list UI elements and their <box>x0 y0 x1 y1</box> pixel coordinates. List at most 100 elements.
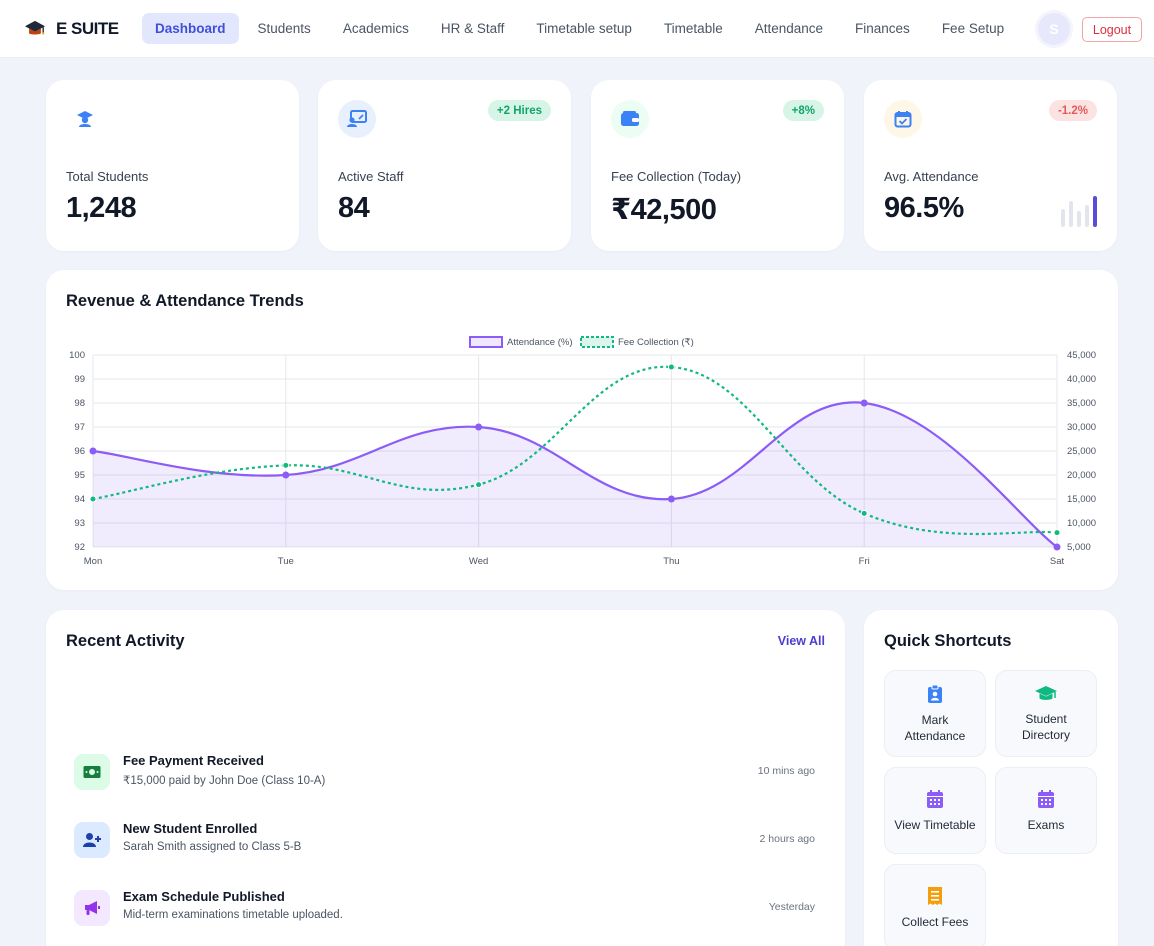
trends-chart: 92 5,000 93 10,000 94 15,000 95 20,000 96 25,000 9… <box>69 336 1096 567</box>
stat-value: 84 <box>338 192 370 224</box>
activity-title: Exam Schedule Published <box>123 889 285 904</box>
activity-title: New Student Enrolled <box>123 821 258 836</box>
y-left-tick-label: 96 <box>74 446 85 457</box>
data-point <box>1053 529 1061 537</box>
data-point <box>860 509 868 517</box>
calendar-icon <box>1038 789 1054 808</box>
top-navbar: E SUITE Dashboard Students Academics HR … <box>0 0 1154 58</box>
stat-label: Active Staff <box>338 169 404 184</box>
wallet-icon <box>611 100 649 138</box>
legend-label: Attendance (%) <box>507 337 572 348</box>
x-tick-label: Sat <box>1050 556 1065 567</box>
shortcut-student-directory[interactable]: Student Directory <box>995 670 1097 757</box>
data-point <box>475 423 483 431</box>
legend-swatch <box>580 336 614 348</box>
legend-label: Fee Collection (₹) <box>618 337 694 348</box>
activity-title: Fee Payment Received <box>123 753 264 768</box>
x-tick-label: Tue <box>278 556 294 567</box>
nav-item-hr-staff[interactable]: HR & Staff <box>440 21 505 36</box>
calendar-icon <box>927 789 943 808</box>
nav-item-academics[interactable]: Academics <box>342 21 409 36</box>
activity-item[interactable]: Exam Schedule Published Mid-term examina… <box>74 889 819 929</box>
data-point <box>860 399 868 407</box>
series-area <box>93 402 1057 547</box>
x-tick-label: Fri <box>859 556 870 567</box>
nav-item-timetable-setup[interactable]: Timetable setup <box>536 21 632 36</box>
stat-badge: -1.2% <box>1048 100 1097 121</box>
graduation-cap-icon <box>1035 685 1057 700</box>
y-right-tick-label: 10,000 <box>1067 518 1096 529</box>
shortcut-label: Student Directory <box>1021 711 1070 742</box>
graduation-cap-icon <box>25 20 45 35</box>
shortcut-label: Collect Fees <box>901 914 969 929</box>
logout-button[interactable]: Logout <box>1082 17 1142 42</box>
cash-icon <box>74 754 110 790</box>
y-right-tick-label: 25,000 <box>1067 446 1096 457</box>
x-tick-label: Mon <box>84 556 102 567</box>
presentation-icon <box>338 100 376 138</box>
data-point <box>282 461 290 469</box>
activity-item[interactable]: Fee Payment Received ₹15,000 paid by Joh… <box>74 753 819 793</box>
shortcut-label: Exams <box>1027 817 1065 832</box>
stat-value: 96.5% <box>884 192 964 224</box>
data-point <box>282 471 290 479</box>
activity-time: 2 hours ago <box>759 833 815 845</box>
megaphone-icon <box>74 890 110 926</box>
quick-shortcuts-card: Quick Shortcuts Mark Attendance Student … <box>864 610 1118 946</box>
view-all-link[interactable]: View All <box>777 634 825 648</box>
clipboard-user-icon <box>928 684 942 703</box>
nav-item-dashboard[interactable]: Dashboard <box>142 13 239 44</box>
y-right-tick-label: 5,000 <box>1067 542 1091 553</box>
stat-label: Total Students <box>66 169 149 184</box>
stat-card-total-students: Total Students 1,248 <box>46 80 299 251</box>
y-left-tick-label: 100 <box>69 350 85 361</box>
y-left-tick-label: 94 <box>74 494 85 505</box>
shortcut-mark-attendance[interactable]: Mark Attendance <box>884 670 986 757</box>
stat-badge: +2 Hires <box>487 100 551 121</box>
graduate-icon <box>66 100 104 138</box>
data-point <box>89 495 97 503</box>
stat-label: Fee Collection (Today) <box>611 169 742 184</box>
stat-card-fee-collection: +8% Fee Collection (Today) ₹42,500 <box>591 80 844 251</box>
y-left-tick-label: 99 <box>74 374 85 385</box>
activity-time: Yesterday <box>768 901 815 913</box>
calendar-check-icon <box>884 100 922 138</box>
receipt-icon <box>928 886 942 905</box>
y-right-tick-label: 15,000 <box>1067 494 1096 505</box>
y-right-tick-label: 30,000 <box>1067 422 1096 433</box>
recent-activity-card: Recent Activity View All Fee Payment Rec… <box>46 610 845 946</box>
y-left-tick-label: 93 <box>74 518 85 529</box>
attendance-mini-bars <box>1061 196 1097 227</box>
x-tick-label: Thu <box>663 556 679 567</box>
stat-card-active-staff: +2 Hires Active Staff 84 <box>318 80 571 251</box>
data-point <box>475 481 483 489</box>
stat-value: ₹42,500 <box>611 194 717 226</box>
shortcut-collect-fees[interactable]: Collect Fees <box>884 864 986 946</box>
nav-item-attendance[interactable]: Attendance <box>754 21 824 36</box>
y-left-tick-label: 98 <box>74 398 85 409</box>
y-right-tick-label: 20,000 <box>1067 470 1096 481</box>
nav-item-finances[interactable]: Finances <box>855 21 910 36</box>
brand[interactable]: E SUITE <box>24 19 142 39</box>
shortcuts-title: Quick Shortcuts <box>884 632 1012 650</box>
stat-value: 1,248 <box>66 192 137 224</box>
nav-item-fee-setup[interactable]: Fee Setup <box>941 21 1005 36</box>
y-left-tick-label: 92 <box>74 542 85 553</box>
main-nav: Dashboard Students Academics HR & Staff … <box>142 0 1023 58</box>
stat-card-avg-attendance: -1.2% Avg. Attendance 96.5% <box>864 80 1117 251</box>
nav-item-students[interactable]: Students <box>257 21 311 36</box>
activity-title: Recent Activity <box>66 632 185 650</box>
stat-badge: +8% <box>782 100 824 121</box>
stat-label: Avg. Attendance <box>884 169 979 184</box>
shortcut-exams[interactable]: Exams <box>995 767 1097 854</box>
avatar[interactable]: S <box>1038 13 1070 45</box>
nav-item-timetable[interactable]: Timetable <box>663 21 723 36</box>
shortcut-view-timetable[interactable]: View Timetable <box>884 767 986 854</box>
shortcut-label: View Timetable <box>894 817 976 832</box>
shortcut-label: Mark Attendance <box>904 712 966 743</box>
activity-item[interactable]: New Student Enrolled Sarah Smith assigne… <box>74 821 819 861</box>
data-point <box>667 363 675 371</box>
data-point <box>89 447 97 455</box>
y-left-tick-label: 97 <box>74 422 85 433</box>
trends-chart-card: Revenue & Attendance Trends 92 5,000 93 10,… <box>46 270 1118 590</box>
